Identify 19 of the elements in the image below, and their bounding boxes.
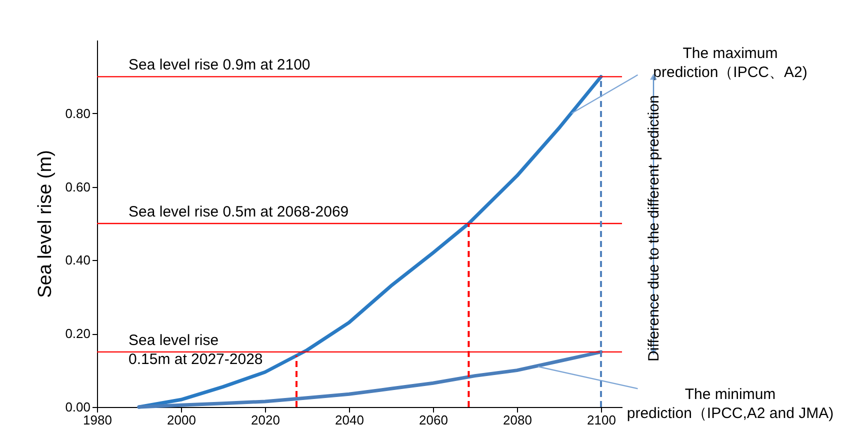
annotation: The maximum prediction（IPCC、A2) (653, 44, 808, 81)
x-tick-label: 2100 (587, 412, 616, 428)
ref-line-label: Sea level rise 0.5m at 2068-2069 (128, 204, 349, 220)
y-axis-title: Sea level rise (m) (35, 150, 56, 298)
ref-line-label: Sea level rise 0.9m at 2100 (128, 56, 310, 74)
x-tick-label: 2080 (503, 412, 532, 428)
x-tick-label: 2040 (335, 412, 364, 428)
ref-line-label: Sea level rise 0.15m at 2027-2028 (128, 332, 263, 368)
y-tick-label: 0.20 (65, 326, 90, 342)
y-tick-label: 0.00 (65, 400, 90, 414)
y-tick-label: 0.80 (65, 106, 90, 121)
y-tick-label: 0.60 (65, 179, 90, 194)
text: Difference due to the different prediction (646, 95, 662, 362)
x-tick-label: 2000 (167, 412, 196, 428)
annotation: The minimum prediction（IPCC,A2 and JMA) (626, 386, 834, 422)
y-tick-label: 0.40 (65, 252, 90, 268)
x-tick-label: 2020 (251, 412, 280, 428)
x-tick-label: 1980 (83, 412, 112, 428)
x-tick-label: 2060 (419, 412, 448, 428)
